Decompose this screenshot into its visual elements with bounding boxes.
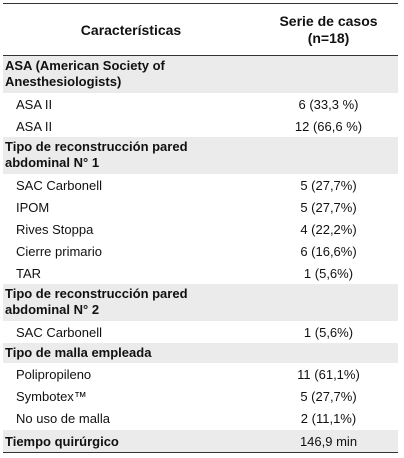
row-label: TAR (16, 265, 42, 281)
table-row: ASA II 6 (33,3 %) (3, 93, 398, 115)
header-case-series: Serie de casos (n=18) (259, 3, 398, 56)
row-label: Symbotex™ (16, 388, 87, 404)
table-row: ASA II 12 (66,6 %) (3, 115, 398, 137)
section-header-mesh-type: Tipo de malla empleada (3, 343, 398, 363)
row-label: ASA II (16, 118, 53, 134)
row-label: ASA II (16, 96, 53, 112)
header-characteristics: Características (3, 3, 259, 56)
row-label: SAC Carbonell (16, 324, 102, 340)
table-row: No uso de malla 2 (11,1%) (3, 407, 398, 430)
row-value: 2 (11,1%) (300, 410, 357, 426)
section-header-asa: ASA (American Society of Anesthesiologist… (3, 55, 398, 93)
table-row: SAC Carbonell 5 (27,7%) (3, 174, 398, 196)
table-row: Polipropileno 11 (61,1%) (3, 363, 398, 385)
section-title: abdominal N° 1 (5, 155, 100, 170)
row-label: Polipropileno (16, 366, 92, 382)
row-value: 5 (27,7%) (300, 199, 357, 215)
table-header-row: Características Serie de casos (n=18) (3, 3, 398, 56)
row-value: 12 (66,6 %) (294, 118, 363, 134)
header-case-series-title: Serie de casos (279, 12, 378, 29)
row-label: Rives Stoppa (16, 221, 94, 237)
table-row: Cierre primario 6 (16,6%) (3, 240, 398, 262)
header-case-series-n: (n=18) (307, 29, 350, 46)
row-value: 1 (5,6%) (303, 265, 354, 281)
section-title: Tipo de reconstrucción pared (5, 139, 188, 154)
row-value: 6 (16,6%) (300, 243, 357, 259)
row-value: 11 (61,1%) (297, 366, 360, 382)
row-label: No uso de malla (16, 410, 110, 426)
table-row: SAC Carbonell 1 (5,6%) (3, 321, 398, 343)
row-value: 6 (33,3 %) (298, 96, 359, 112)
row-value: 5 (27,7%) (300, 177, 357, 193)
section-header-reconstruction-1: Tipo de reconstrucción pared abdominal N°… (3, 137, 398, 174)
section-title: Tipo de reconstrucción pared (5, 286, 188, 301)
table-row: TAR 1 (5,6%) (3, 262, 398, 284)
section-header-reconstruction-2: Tipo de reconstrucción pared abdominal N°… (3, 284, 398, 321)
row-label: SAC Carbonell (16, 177, 102, 193)
section-title: ASA (American Society of (5, 58, 165, 73)
row-value: 1 (5,6%) (303, 324, 354, 340)
characteristics-table: Características Serie de casos (n=18) AS… (3, 3, 398, 453)
surgical-time-value: 146,9 min (259, 429, 398, 453)
table-row: IPOM 5 (27,7%) (3, 196, 398, 218)
table-row: Symbotex™ 5 (27,7%) (3, 385, 398, 407)
table-row: Rives Stoppa 4 (22,2%) (3, 218, 398, 240)
row-label: Cierre primario (16, 243, 102, 259)
row-value: 5 (27,7%) (300, 388, 357, 404)
surgical-time-row: Tiempo quirúrgico 146,9 min (3, 429, 398, 453)
characteristics-table-container: Características Serie de casos (n=18) AS… (3, 3, 398, 453)
row-label: IPOM (16, 199, 50, 215)
section-title: Anesthesiologists) (5, 74, 122, 89)
section-title: Tipo de malla empleada (5, 345, 152, 360)
surgical-time-label: Tiempo quirúrgico (3, 429, 259, 453)
section-title: abdominal N° 2 (5, 302, 100, 317)
row-value: 4 (22,2%) (300, 221, 357, 237)
